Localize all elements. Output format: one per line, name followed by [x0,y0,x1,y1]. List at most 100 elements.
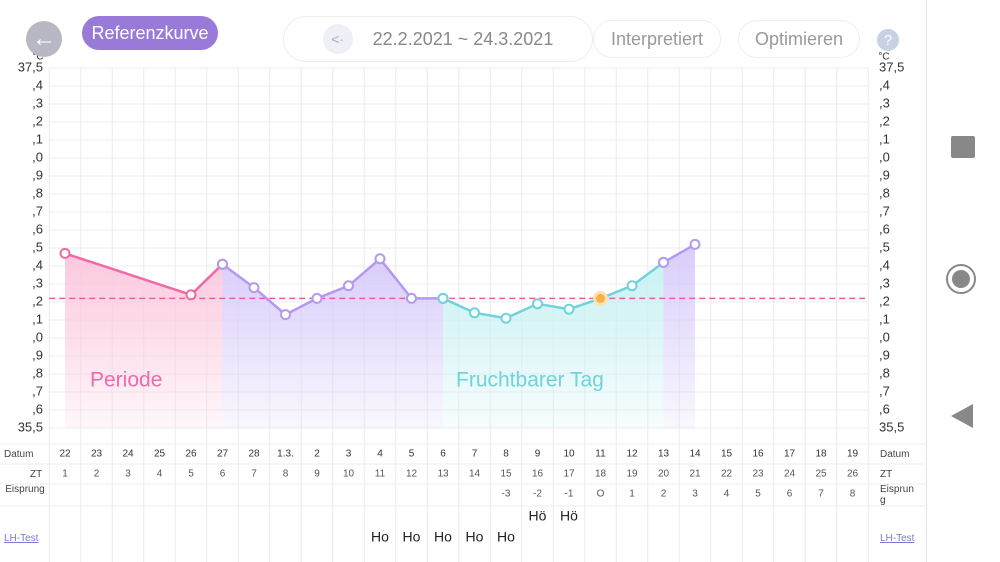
y-tick-label: ,0 [879,329,890,344]
cycle-day: 21 [689,469,701,480]
y-tick-label: ,7 [32,203,43,218]
x-tick-label: 17 [784,449,796,460]
ovulation-offset: 6 [787,489,793,500]
ovulation-offset: 3 [692,489,698,500]
lh-result: Ho [497,529,515,545]
date-range[interactable]: <· 22.2.2021 ~ 24.3.2021 [283,16,593,62]
x-tick-label: 14 [689,449,701,460]
point [658,256,669,268]
point [406,292,417,304]
ovulation-marker [593,290,608,306]
y-tick-label: ,0 [879,149,890,164]
x-tick-label: 27 [217,449,229,460]
nav-home[interactable] [946,264,976,294]
point [311,292,323,304]
y-tick-label: ,3 [32,275,43,290]
point [343,280,354,292]
x-tick-label: 9 [535,449,541,460]
ovulation-offset: 1 [629,489,635,500]
row-label[interactable]: LH-Test [880,533,915,544]
optimize-button[interactable]: Optimieren [738,20,860,58]
x-tick-label: 12 [626,449,638,460]
x-tick-label: 6 [440,449,446,460]
help-button[interactable]: ? [877,29,899,51]
cycle-day: 23 [752,469,764,480]
area [222,258,443,428]
lh-result: Ho [403,529,421,545]
cycle-day: 10 [343,469,355,480]
y-tick-label: ,8 [32,365,43,380]
annotation: Fruchtbarer Tag [456,369,604,392]
x-tick-label: 1.3. [277,449,294,460]
point [500,312,512,324]
x-tick-label: 24 [122,449,134,460]
ovulation-offset: -1 [565,489,574,500]
y-tick-label: ,3 [879,275,890,290]
cycle-day: 4 [157,469,163,480]
nav-back[interactable] [951,404,973,428]
y-tick-label: ,5 [32,239,43,254]
y-tick-label: ,1 [879,311,890,326]
unit-label: °C [878,52,889,63]
y-tick-label: 35,5 [879,419,904,434]
ovulation-offset: 7 [818,489,824,500]
cycle-day: 13 [437,469,449,480]
y-tick-label: 37,5 [879,59,904,74]
nav-bar [926,0,1000,562]
row-label[interactable]: LH-Test [4,533,39,544]
nav-recent[interactable] [951,136,975,158]
cycle-day: 8 [283,469,289,480]
y-tick-label: ,2 [879,113,890,128]
lh-result: Hö [529,508,547,524]
point [689,238,701,250]
point [374,253,386,265]
y-tick-label: ,1 [879,131,890,146]
lh-result: Ho [434,529,452,545]
y-tick-label: ,9 [879,167,890,182]
y-tick-label: ,3 [879,95,890,110]
cycle-day: 22 [721,469,733,480]
y-tick-label: ,6 [32,221,43,236]
x-tick-label: 5 [409,449,415,460]
area [663,244,695,428]
ovulation-offset: 5 [755,489,761,500]
point [437,292,449,304]
back-button[interactable]: ← [26,21,62,57]
annotation: Periode [90,369,162,392]
x-tick-label: 15 [721,449,733,460]
cycle-day: 25 [815,469,827,480]
line [221,257,443,317]
cycle-day: 2 [94,469,100,480]
x-tick-label: 26 [185,449,197,460]
row-label: Datum [4,449,34,460]
y-tick-label: ,7 [32,383,43,398]
x-tick-label: 3 [346,449,352,460]
x-tick-label: 13 [658,449,670,460]
line [662,243,696,264]
area [443,262,664,428]
y-tick-label: ,8 [879,185,890,200]
y-tick-label: ,9 [32,347,43,362]
y-tick-label: ,4 [879,77,890,92]
interpreted-button[interactable]: Interpretiert [593,20,721,58]
y-tick-label: ,3 [32,95,43,110]
cycle-day: 15 [500,469,512,480]
cycle-day: 9 [314,469,320,480]
y-tick-label: ,7 [879,383,890,398]
x-tick-label: 11 [595,449,606,460]
y-tick-label: ,4 [32,257,43,272]
cycle-day: 26 [847,469,859,480]
unit-label: °C [32,52,43,63]
y-tick-label: ,7 [879,203,890,218]
y-tick-label: ,1 [32,311,43,326]
y-tick-label: ,0 [32,149,43,164]
date-icon[interactable]: <· [322,24,353,54]
reference-button[interactable]: Referenzkurve [82,16,218,50]
row-label: Eisprung [5,484,45,495]
x-tick-label: 10 [563,449,575,460]
y-tick-label: ,5 [879,239,890,254]
x-tick-label: 18 [815,449,827,460]
lh-result: Ho [371,529,389,545]
row-label: Datum [880,449,910,460]
